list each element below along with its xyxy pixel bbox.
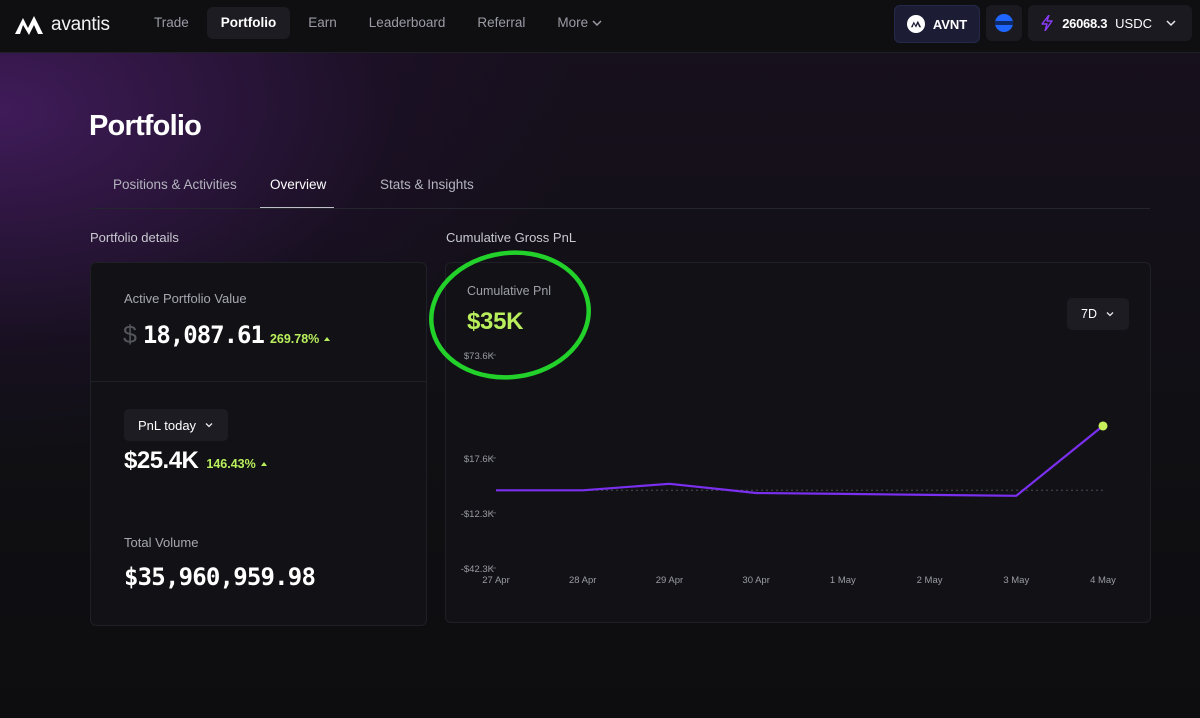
total-volume-label: Total Volume xyxy=(124,535,199,550)
active-portfolio-value-row: $ 18,087.61 269.78% xyxy=(123,321,331,350)
x-tick-label: 27 Apr xyxy=(482,575,509,586)
nav-item-earn[interactable]: Earn xyxy=(294,7,351,39)
pnl-dropdown-label: PnL today xyxy=(138,417,197,433)
nav-item-portfolio[interactable]: Portfolio xyxy=(206,7,291,39)
x-tick-label: 3 May xyxy=(1003,575,1029,586)
portfolio-details-card: Active Portfolio Value $ 18,087.61 269.7… xyxy=(90,262,427,626)
time-range-label: 7D xyxy=(1081,307,1097,321)
nav-item-leaderboard[interactable]: Leaderboard xyxy=(355,7,460,39)
nav-item-label: Earn xyxy=(308,15,337,30)
cumulative-pnl-label: Cumulative Pnl xyxy=(467,284,552,298)
y-tick-label: -$42.3K xyxy=(461,564,495,575)
wallet-balance-button[interactable]: 26068.3 USDC xyxy=(1028,5,1192,41)
pnl-today-value: $25.4K xyxy=(124,447,199,474)
nav-item-label: Portfolio xyxy=(220,15,277,30)
divider xyxy=(91,381,426,382)
network-button[interactable] xyxy=(986,5,1023,41)
cumulative-pnl-heading: Cumulative Gross PnL xyxy=(446,230,577,245)
chevron-down-icon xyxy=(592,20,602,27)
balance-value: 26068.3 xyxy=(1062,15,1108,31)
latest-value-point xyxy=(1098,421,1108,431)
time-range-dropdown[interactable]: 7D xyxy=(1067,298,1129,330)
tab-positions-activities[interactable]: Positions & Activities xyxy=(113,177,237,192)
y-tick-label: $17.6K xyxy=(464,454,495,465)
tab-stats-insights[interactable]: Stats & Insights xyxy=(380,177,474,192)
chevron-down-icon xyxy=(205,423,213,428)
cumulative-pnl-card: $73.6K $17.6K -$12.3K -$42.3K 27 Apr 28 Apr 29… xyxy=(445,262,1151,623)
active-value-change: 269.78% xyxy=(269,332,331,346)
pnl-today-change-text: 146.43% xyxy=(206,457,256,471)
arrow-up-icon xyxy=(260,462,267,466)
x-tick-label: 4 May xyxy=(1090,575,1116,586)
total-volume-value: $35,960,959.98 xyxy=(124,563,316,591)
nav-item-label: More xyxy=(557,15,589,30)
active-portfolio-value: 18,087.61 xyxy=(142,321,265,349)
x-tick-label: 30 Apr xyxy=(742,575,769,586)
currency-symbol: $ xyxy=(123,321,137,349)
top-navigation-bar: avantis Trade Portfolio Earn Leaderboard… xyxy=(0,0,1200,53)
portfolio-tabs: Positions & Activities Overview Stats & … xyxy=(90,166,1150,209)
logo[interactable]: avantis xyxy=(13,12,110,38)
avnt-token-icon xyxy=(906,15,925,33)
tab-overview[interactable]: Overview xyxy=(260,166,334,208)
x-tick-label: 29 Apr xyxy=(656,575,683,586)
x-tick-label: 2 May xyxy=(917,575,943,586)
avnt-token-button[interactable]: AVNT xyxy=(893,5,981,43)
avnt-label: AVNT xyxy=(932,16,968,32)
y-tick-label: $73.6K xyxy=(464,351,495,362)
chevron-down-icon xyxy=(1166,20,1176,27)
y-tick-label: -$12.3K xyxy=(461,509,495,520)
portfolio-details-heading: Portfolio details xyxy=(90,230,179,245)
arrow-up-icon xyxy=(324,337,331,341)
active-value-change-text: 269.78% xyxy=(269,332,320,346)
active-portfolio-value-label: Active Portfolio Value xyxy=(124,291,247,306)
pnl-today-row: $25.4K 146.43% xyxy=(124,447,267,475)
cumulative-pnl-value: $35K xyxy=(467,308,524,335)
network-globe-icon xyxy=(995,14,1014,32)
logo-text: avantis xyxy=(51,14,110,35)
pnl-today-change: 146.43% xyxy=(206,457,267,471)
page-title: Portfolio xyxy=(89,110,202,142)
balance-unit: USDC xyxy=(1115,15,1152,31)
pnl-series-line xyxy=(496,425,1104,497)
nav-item-label: Leaderboard xyxy=(368,15,446,30)
lightning-icon xyxy=(1041,15,1053,31)
nav-item-label: Trade xyxy=(154,15,189,30)
avantis-logo-icon xyxy=(15,16,43,35)
pnl-period-dropdown[interactable]: PnL today xyxy=(124,409,229,441)
nav-item-more[interactable]: More xyxy=(543,7,616,39)
chevron-down-icon xyxy=(1106,312,1114,317)
main-nav: Trade Portfolio Earn Leaderboard Referra… xyxy=(140,7,620,39)
header-controls: AVNT 26068.3 USDC xyxy=(893,5,1192,43)
nav-item-trade[interactable]: Trade xyxy=(140,7,203,39)
x-tick-label: 1 May xyxy=(830,575,856,586)
nav-item-label: Referral xyxy=(477,15,526,30)
nav-item-referral[interactable]: Referral xyxy=(463,7,539,39)
x-tick-label: 28 Apr xyxy=(569,575,596,586)
